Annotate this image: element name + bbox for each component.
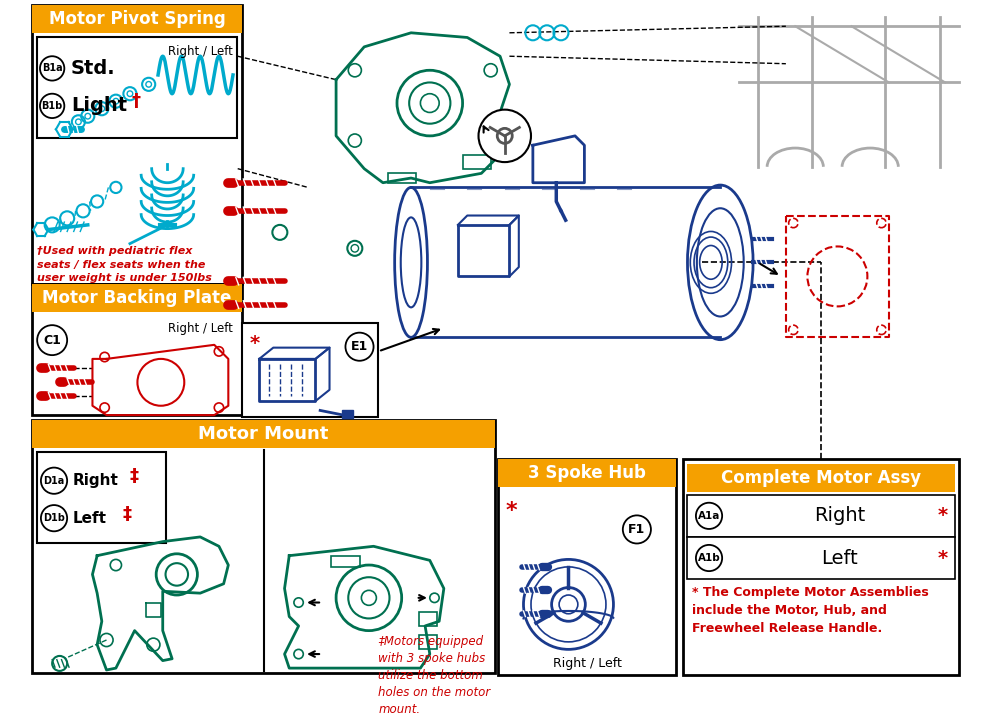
Text: Right / Left: Right / Left xyxy=(553,657,622,670)
Circle shape xyxy=(345,332,374,361)
Text: †: † xyxy=(132,92,141,110)
Text: A1b: A1b xyxy=(698,553,720,563)
Text: D1a: D1a xyxy=(43,476,65,486)
Bar xyxy=(419,636,437,649)
Text: A1a: A1a xyxy=(698,511,720,521)
Text: Right / Left: Right / Left xyxy=(168,322,233,335)
Text: Left: Left xyxy=(821,549,858,568)
Bar xyxy=(388,173,416,182)
Bar xyxy=(687,494,955,537)
Circle shape xyxy=(696,545,722,571)
Circle shape xyxy=(37,325,67,355)
Text: Right: Right xyxy=(814,506,865,526)
Text: ‡: ‡ xyxy=(122,505,131,523)
Bar xyxy=(331,555,360,567)
Text: ‡: ‡ xyxy=(130,467,139,485)
Text: B1a: B1a xyxy=(42,64,62,73)
Bar xyxy=(242,324,378,417)
Text: *: * xyxy=(938,549,948,568)
Bar xyxy=(687,537,955,579)
Bar xyxy=(32,4,242,33)
Text: ‡Motors equipped
with 3 spoke hubs
utilize the bottom
holes on the motor
mount.: ‡Motors equipped with 3 spoke hubs utili… xyxy=(378,636,491,716)
Circle shape xyxy=(41,505,67,531)
Text: C1: C1 xyxy=(43,334,61,347)
Text: Motor Backing Plate: Motor Backing Plate xyxy=(42,289,232,307)
Text: *: * xyxy=(506,501,517,521)
Text: *: * xyxy=(250,334,260,353)
Bar xyxy=(32,420,495,448)
Bar xyxy=(342,411,353,418)
Bar xyxy=(32,4,242,284)
Bar xyxy=(498,459,676,675)
Text: †Used with pediatric flex
seats / flex seats when the
user weight is under 150lb: †Used with pediatric flex seats / flex s… xyxy=(37,246,212,283)
Text: Right: Right xyxy=(73,473,119,488)
Bar xyxy=(498,459,676,487)
Text: Light: Light xyxy=(71,96,127,115)
Text: * The Complete Motor Assemblies
include the Motor, Hub, and
Freewheel Release Ha: * The Complete Motor Assemblies include … xyxy=(692,586,929,635)
Text: Std.: Std. xyxy=(71,59,116,78)
Bar xyxy=(419,612,437,626)
Bar xyxy=(37,452,166,544)
Text: E1: E1 xyxy=(351,340,368,353)
Circle shape xyxy=(479,109,531,162)
Circle shape xyxy=(623,515,651,544)
Bar xyxy=(32,284,242,312)
Text: Left: Left xyxy=(73,510,107,526)
Bar xyxy=(37,36,237,138)
Bar xyxy=(687,464,955,492)
Bar xyxy=(683,459,959,675)
Bar xyxy=(32,420,495,673)
Bar xyxy=(32,284,242,415)
Text: D1b: D1b xyxy=(43,513,65,523)
Text: 3 Spoke Hub: 3 Spoke Hub xyxy=(528,464,646,482)
Circle shape xyxy=(40,93,64,118)
Text: Motor Pivot Spring: Motor Pivot Spring xyxy=(49,9,225,28)
Text: B1b: B1b xyxy=(42,101,63,111)
Text: F1: F1 xyxy=(628,523,645,536)
Text: Complete Motor Assy: Complete Motor Assy xyxy=(721,469,921,487)
Text: *: * xyxy=(938,506,948,526)
Circle shape xyxy=(40,56,64,80)
Text: Motor Mount: Motor Mount xyxy=(198,425,329,443)
Bar xyxy=(463,155,491,169)
Circle shape xyxy=(696,502,722,529)
Text: Right / Left: Right / Left xyxy=(168,45,233,58)
Circle shape xyxy=(41,468,67,494)
